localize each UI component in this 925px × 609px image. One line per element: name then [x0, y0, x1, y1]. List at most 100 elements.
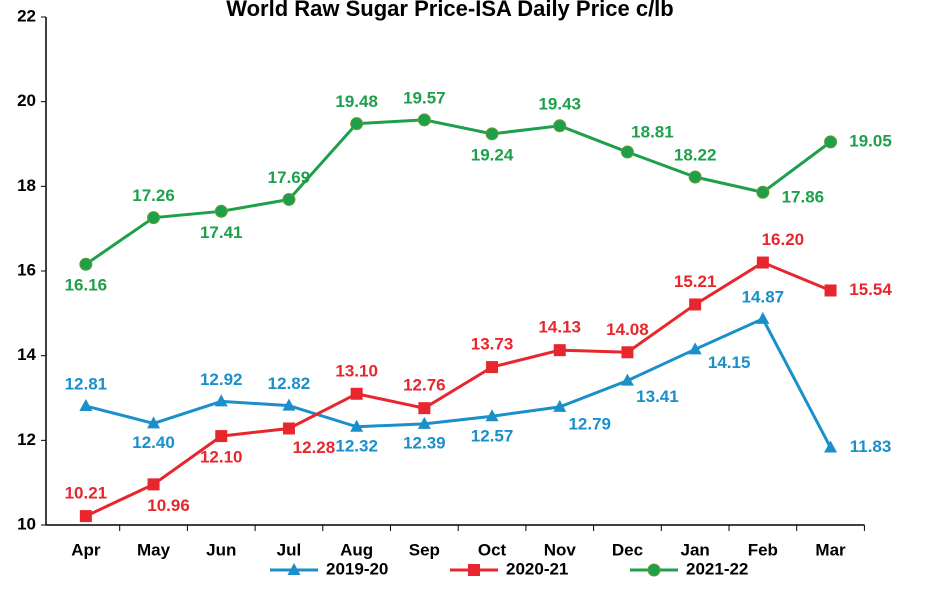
series-line [85, 260, 832, 518]
data-label: 12.10 [200, 448, 243, 467]
legend-marker [287, 563, 301, 575]
data-label: 16.16 [65, 276, 108, 295]
data-point [282, 398, 296, 411]
data-point [553, 119, 567, 133]
data-label: 17.86 [782, 188, 825, 207]
data-point [620, 145, 634, 159]
data-label: 12.76 [403, 376, 446, 395]
data-label: 13.73 [471, 335, 514, 354]
data-label: 19.48 [335, 92, 378, 111]
x-tick-label: Aug [340, 540, 373, 559]
data-point [824, 440, 838, 453]
data-point [688, 342, 702, 355]
data-point [79, 257, 93, 271]
data-label: 12.81 [65, 375, 108, 394]
data-label: 12.39 [403, 433, 446, 452]
data-label: 15.54 [849, 280, 892, 299]
data-label: 17.41 [200, 223, 243, 242]
data-point [553, 344, 566, 357]
data-point [147, 211, 161, 225]
data-point [621, 346, 634, 359]
y-tick-label: 22 [17, 6, 36, 25]
data-point [417, 113, 431, 127]
x-tick-label: Sep [409, 540, 440, 559]
legend-label: 2019-20 [326, 559, 388, 578]
chart-title: World Raw Sugar Price-ISA Daily Price c/… [226, 0, 673, 21]
data-point [282, 422, 295, 435]
data-label: 12.79 [568, 414, 611, 433]
data-point [215, 430, 228, 443]
data-label: 17.26 [132, 186, 175, 205]
data-point [485, 127, 499, 141]
data-label: 14.13 [538, 318, 581, 337]
data-point [417, 416, 431, 429]
data-point [486, 361, 499, 374]
data-label: 12.32 [335, 436, 378, 455]
series-line [85, 316, 832, 449]
data-label: 13.41 [636, 387, 679, 406]
data-label: 12.57 [471, 427, 514, 446]
data-point [485, 409, 499, 422]
data-point [418, 402, 431, 415]
data-point [350, 387, 363, 400]
data-label: 12.82 [268, 374, 311, 393]
data-label: 18.22 [674, 146, 717, 165]
data-point [756, 256, 769, 269]
data-point [147, 416, 161, 429]
data-point [79, 510, 92, 523]
data-label: 18.81 [631, 123, 674, 142]
x-tick-label: Dec [612, 540, 643, 559]
data-point [282, 192, 296, 206]
data-point [553, 399, 567, 412]
y-tick-label: 10 [17, 514, 36, 533]
x-tick-label: Nov [544, 540, 577, 559]
x-tick-label: Apr [71, 540, 101, 559]
y-tick-label: 12 [17, 430, 36, 449]
legend-label: 2020-21 [506, 559, 568, 578]
data-label: 10.21 [65, 484, 108, 503]
data-label: 16.20 [762, 230, 805, 249]
legend-label: 2021-22 [686, 559, 748, 578]
x-tick-label: Oct [478, 540, 507, 559]
data-point [79, 399, 93, 412]
x-tick-label: Mar [815, 540, 846, 559]
data-point [214, 394, 228, 407]
data-label: 15.21 [674, 272, 717, 291]
data-label: 14.08 [606, 320, 649, 339]
data-label: 19.05 [849, 131, 892, 150]
data-label: 17.69 [268, 168, 311, 187]
data-label: 12.28 [293, 438, 336, 457]
y-tick-label: 18 [17, 176, 36, 195]
data-point [620, 373, 634, 386]
data-label: 13.10 [335, 361, 378, 380]
data-label: 11.83 [850, 437, 892, 456]
y-tick-label: 16 [17, 260, 36, 279]
data-label: 19.57 [403, 88, 446, 107]
data-point [756, 311, 770, 324]
data-point [350, 117, 364, 131]
x-tick-label: Feb [748, 540, 778, 559]
data-point [214, 204, 228, 218]
data-point [688, 170, 702, 184]
data-label: 14.15 [708, 353, 751, 372]
data-point [350, 419, 364, 432]
data-point [756, 185, 770, 199]
y-tick-label: 20 [17, 91, 36, 110]
data-label: 14.87 [742, 287, 785, 306]
x-tick-label: May [137, 540, 171, 559]
x-tick-label: Jan [681, 540, 710, 559]
legend-marker [468, 564, 480, 576]
data-label: 10.96 [147, 496, 190, 515]
data-label: 19.43 [538, 94, 581, 113]
y-tick-label: 14 [17, 345, 36, 364]
data-point [824, 284, 837, 297]
data-point [824, 135, 838, 149]
data-label: 12.92 [200, 370, 243, 389]
x-tick-label: Jun [206, 540, 236, 559]
legend-marker [647, 563, 661, 577]
data-label: 12.40 [132, 433, 175, 452]
x-tick-label: Jul [277, 540, 302, 559]
series-line [84, 118, 832, 266]
data-label: 19.24 [471, 145, 514, 164]
